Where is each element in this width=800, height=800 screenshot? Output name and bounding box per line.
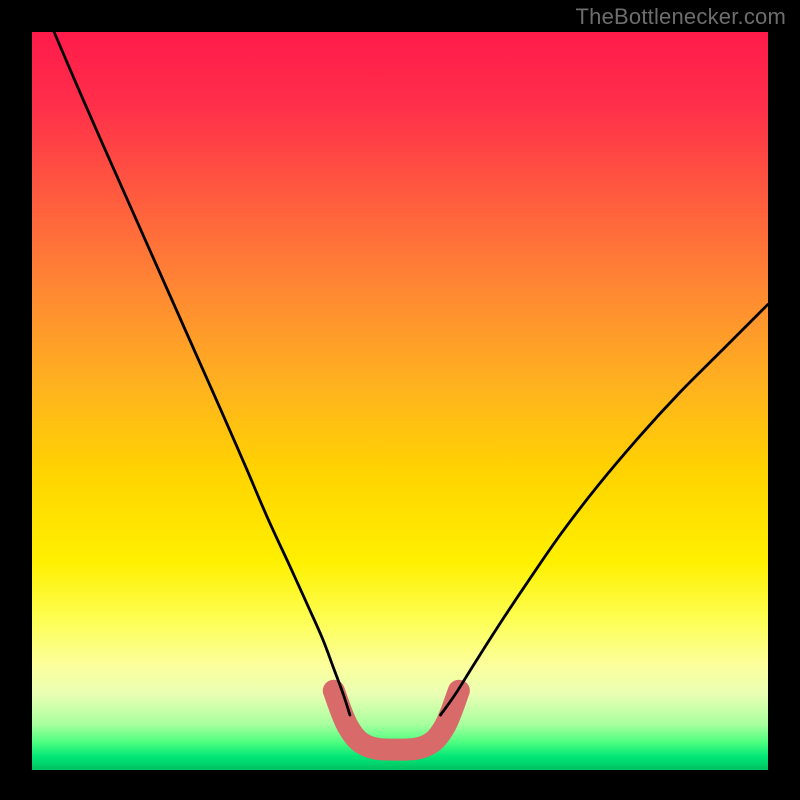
chart-frame: TheBottlenecker.com [0,0,800,800]
watermark-text: TheBottlenecker.com [576,4,786,30]
curves-layer [32,32,768,768]
trough-highlight [334,691,459,750]
curve-right [440,304,768,715]
curve-left [54,32,350,715]
plot-area [32,32,768,768]
